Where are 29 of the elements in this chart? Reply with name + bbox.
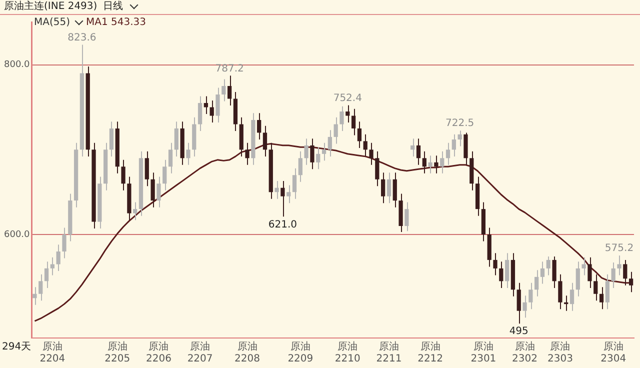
text: 294天 (2, 342, 32, 353)
annotation: 575.2 (604, 243, 634, 254)
x-tick-label: 原油2211 (376, 340, 402, 365)
x-tick-label: 原油2210 (334, 340, 360, 365)
chart-title: 原油主连(INE 2493) (4, 1, 98, 12)
x-tick-label: 原油2303 (547, 340, 573, 365)
candlestick (617, 255, 622, 276)
y-tick-label: 600.0 (4, 230, 30, 240)
candlestick (582, 256, 586, 276)
annotation: 621.0 (268, 219, 298, 230)
x-tick-label: 原油2212 (418, 340, 444, 365)
annotation: 495 (509, 326, 528, 338)
annotation: 722.5 (446, 118, 474, 130)
legend-title: MA(55) (34, 17, 70, 28)
x-tick-label: 原油2205 (104, 340, 130, 365)
y-tick-label: 800.0 (4, 60, 30, 70)
x-tick-label: 原油2302 (512, 340, 538, 365)
x-tick-label: 原油2206 (146, 340, 172, 365)
x-tick-label: 原油2208 (234, 340, 260, 365)
x-tick-label: 原油2209 (288, 340, 314, 365)
x-tick-label: 原油2207 (187, 340, 213, 365)
x-tick-label: 原油2204 (40, 340, 66, 365)
text: MA1 543.33 (86, 17, 146, 28)
annotation: 823.6 (68, 32, 96, 44)
x-tick-label: 原油2304 (600, 340, 626, 365)
annotation: 752.4 (333, 92, 362, 104)
x-tick-label: 原油2301 (470, 340, 496, 365)
chart-subtitle: 日线 (103, 1, 124, 12)
annotation: 787.2 (215, 63, 244, 74)
